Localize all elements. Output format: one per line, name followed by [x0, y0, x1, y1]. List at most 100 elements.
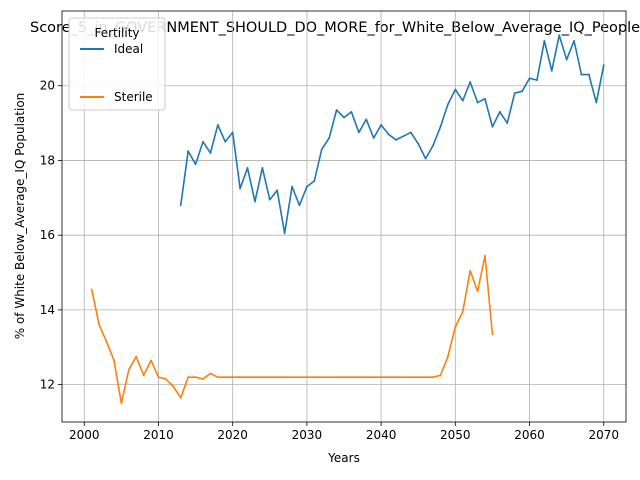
data-point-ideal — [239, 187, 242, 190]
data-point-sterile — [380, 376, 383, 379]
data-point-ideal — [365, 118, 368, 121]
data-point-sterile — [343, 376, 345, 379]
data-point-ideal — [595, 101, 598, 104]
x-tick-label: 2020 — [217, 428, 248, 442]
data-point-sterile — [291, 376, 293, 379]
data-point-sterile — [476, 290, 479, 293]
data-point-ideal — [283, 232, 286, 235]
data-point-sterile — [320, 376, 323, 379]
data-point-sterile — [402, 376, 405, 379]
data-point-sterile — [491, 333, 494, 336]
data-point-sterile — [387, 376, 390, 379]
data-point-sterile — [454, 325, 457, 328]
data-point-ideal — [565, 58, 568, 61]
data-point-ideal — [313, 180, 316, 182]
data-point-ideal — [498, 110, 501, 113]
data-point-ideal — [268, 198, 271, 201]
data-point-ideal — [357, 131, 360, 134]
data-point-ideal — [387, 133, 390, 136]
y-tick-label: 20 — [40, 79, 55, 93]
data-point-sterile — [202, 378, 204, 380]
data-point-ideal — [506, 122, 509, 124]
x-tick-label: 2040 — [366, 428, 397, 442]
x-tick-label: 2010 — [143, 428, 174, 442]
data-point-sterile — [268, 376, 271, 379]
data-point-sterile — [276, 376, 279, 379]
data-point-ideal — [446, 103, 449, 106]
data-point-ideal — [432, 144, 434, 147]
data-point-sterile — [172, 385, 175, 388]
data-point-sterile — [261, 376, 264, 379]
data-point-sterile — [231, 376, 234, 379]
x-tick-label: 2030 — [292, 428, 323, 442]
legend-label-ideal: Ideal — [114, 42, 143, 56]
data-point-sterile — [298, 376, 301, 379]
data-point-sterile — [395, 376, 397, 379]
data-point-ideal — [409, 131, 412, 134]
x-axis-label: Years — [327, 451, 360, 465]
data-point-ideal — [179, 204, 182, 207]
data-point-ideal — [587, 73, 590, 76]
legend-title: Fertility — [94, 26, 139, 40]
data-point-sterile — [120, 402, 123, 405]
data-point-sterile — [417, 376, 420, 379]
data-point-sterile — [135, 355, 138, 358]
legend-box — [68, 17, 166, 111]
data-point-sterile — [246, 376, 249, 379]
data-point-sterile — [439, 374, 442, 377]
data-point-ideal — [528, 77, 531, 80]
data-point-ideal — [276, 189, 279, 192]
data-point-ideal — [469, 81, 472, 83]
data-point-ideal — [320, 148, 323, 151]
data-point-ideal — [558, 34, 561, 37]
data-point-ideal — [231, 131, 234, 134]
data-point-ideal — [298, 204, 301, 207]
data-point-sterile — [239, 376, 242, 379]
data-point-ideal — [216, 124, 219, 126]
data-point-ideal — [476, 101, 479, 104]
x-tick-label: 2050 — [440, 428, 471, 442]
data-point-sterile — [469, 269, 472, 272]
data-point-ideal — [439, 125, 442, 128]
data-point-sterile — [313, 376, 316, 379]
data-point-ideal — [254, 200, 256, 203]
data-point-ideal — [343, 116, 345, 119]
data-point-ideal — [543, 39, 546, 42]
data-point-ideal — [335, 109, 338, 111]
data-point-sterile — [113, 359, 115, 362]
data-point-sterile — [335, 376, 338, 379]
data-point-sterile — [484, 254, 486, 257]
data-point-ideal — [224, 140, 227, 143]
data-point-ideal — [491, 125, 494, 128]
data-point-sterile — [424, 376, 427, 379]
data-point-ideal — [461, 99, 464, 102]
data-point-sterile — [350, 376, 353, 379]
data-point-ideal — [372, 137, 375, 139]
data-point-ideal — [291, 185, 293, 188]
y-tick-label: 14 — [40, 303, 55, 317]
x-tick-label: 2070 — [588, 428, 619, 442]
legend: Fertility Ideal Sterile — [68, 17, 166, 111]
data-point-ideal — [187, 150, 190, 153]
data-point-ideal — [209, 152, 212, 154]
data-point-sterile — [365, 376, 368, 379]
data-point-ideal — [261, 167, 264, 169]
data-point-ideal — [328, 137, 331, 139]
data-point-sterile — [209, 372, 212, 375]
data-point-sterile — [446, 355, 449, 358]
x-tick-label: 2060 — [514, 428, 545, 442]
y-tick-label: 16 — [40, 228, 55, 242]
data-point-sterile — [461, 310, 464, 313]
data-point-ideal — [246, 167, 249, 169]
data-point-ideal — [424, 157, 427, 160]
data-point-sterile — [409, 376, 412, 379]
data-point-sterile — [164, 378, 167, 380]
data-point-ideal — [395, 139, 397, 141]
data-point-ideal — [202, 140, 204, 143]
data-point-ideal — [513, 92, 516, 95]
data-point-ideal — [550, 69, 553, 72]
y-tick-label: 12 — [40, 378, 55, 392]
data-point-sterile — [127, 368, 130, 371]
data-point-ideal — [521, 90, 524, 93]
